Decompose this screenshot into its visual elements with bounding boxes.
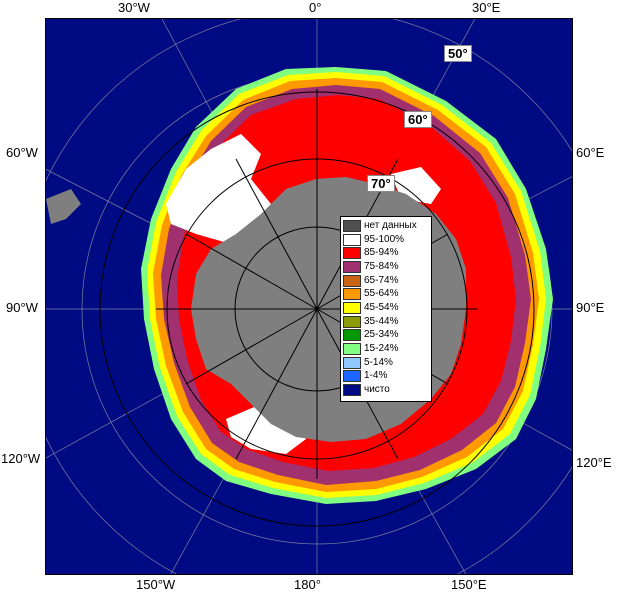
lat-label-70: 70°	[367, 175, 395, 192]
legend-swatch	[343, 356, 361, 369]
lon-label-30e: 30°E	[472, 0, 501, 15]
legend-swatch	[343, 301, 361, 314]
legend-swatch	[343, 260, 361, 273]
legend-swatch	[343, 343, 361, 356]
legend-swatch	[343, 384, 361, 397]
legend-swatch	[343, 370, 361, 383]
legend-swatch	[343, 315, 361, 328]
legend: нет данных 95-100% 85-94% 75-84% 65-74% 55-64…	[340, 216, 432, 402]
legend-label: нет данных	[364, 219, 417, 231]
legend-item: 75-84%	[343, 260, 429, 274]
lat-label-50: 50°	[444, 45, 472, 62]
legend-label: 35-44%	[364, 315, 399, 327]
legend-item: 55-64%	[343, 287, 429, 301]
south-america-tip	[46, 189, 81, 224]
legend-label: 5-14%	[364, 356, 393, 368]
ice-white-weddell	[166, 134, 271, 244]
legend-label: 25-34%	[364, 329, 399, 341]
legend-item: 35-44%	[343, 315, 429, 329]
lon-label-90w: 90°W	[6, 300, 38, 315]
legend-label: 45-54%	[364, 301, 399, 313]
legend-item: 45-54%	[343, 301, 429, 315]
legend-label: 1-4%	[364, 370, 388, 382]
lon-label-150w: 150°W	[136, 577, 176, 592]
legend-swatch	[343, 329, 361, 342]
legend-swatch	[343, 247, 361, 260]
legend-item: 65-74%	[343, 274, 429, 288]
legend-item: 85-94%	[343, 246, 429, 260]
legend-item: 25-34%	[343, 329, 429, 343]
legend-label: 75-84%	[364, 260, 399, 272]
legend-swatch	[343, 233, 361, 246]
lat-label-60: 60°	[404, 111, 432, 128]
lon-label-60w: 60°W	[6, 145, 38, 160]
legend-item: 95-100%	[343, 233, 429, 247]
lon-label-120w: 120°W	[1, 451, 41, 466]
legend-label: 55-64%	[364, 288, 399, 300]
legend-label: 65-74%	[364, 274, 399, 286]
lon-label-180: 180°	[294, 577, 321, 592]
legend-swatch	[343, 219, 361, 232]
legend-item: нет данных	[343, 219, 429, 233]
legend-swatch	[343, 288, 361, 301]
legend-swatch	[343, 274, 361, 287]
lon-label-0: 0°	[309, 0, 322, 15]
lon-label-30w: 30°W	[118, 0, 150, 15]
legend-label: 85-94%	[364, 247, 399, 259]
legend-label: 15-24%	[364, 343, 399, 355]
legend-label: чисто	[364, 384, 390, 396]
legend-item: 1-4%	[343, 370, 429, 384]
lon-label-120e: 120°E	[576, 455, 612, 470]
legend-item: 5-14%	[343, 356, 429, 370]
legend-label: 95-100%	[364, 233, 405, 245]
legend-item: 15-24%	[343, 342, 429, 356]
legend-item: чисто	[343, 383, 429, 397]
sea-ice-map	[45, 18, 573, 575]
lon-label-90e: 90°E	[576, 300, 605, 315]
lon-label-150e: 150°E	[451, 577, 487, 592]
lon-label-60e: 60°E	[576, 145, 605, 160]
